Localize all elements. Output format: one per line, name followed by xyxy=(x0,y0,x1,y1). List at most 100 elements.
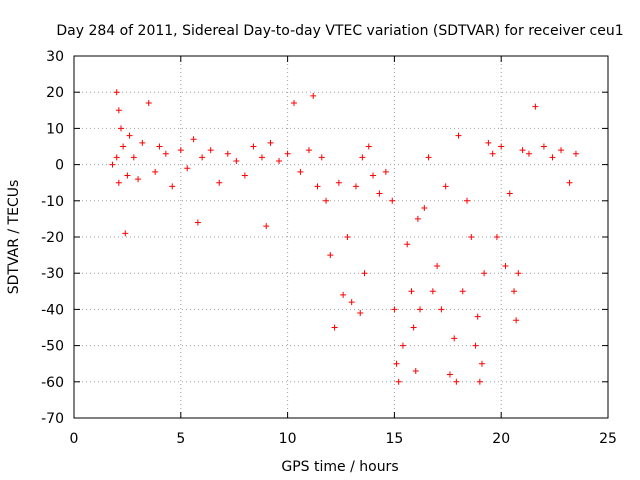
data-point xyxy=(263,223,270,230)
data-point xyxy=(455,132,462,139)
data-point xyxy=(216,179,223,186)
data-point xyxy=(572,150,579,157)
data-point xyxy=(297,168,304,175)
data-point xyxy=(109,161,116,168)
data-point xyxy=(318,154,325,161)
data-point xyxy=(391,306,398,313)
data-point xyxy=(156,143,163,150)
grid-layer xyxy=(74,56,608,418)
data-point xyxy=(314,183,321,190)
y-tick-label: -20 xyxy=(41,230,64,246)
data-point xyxy=(389,197,396,204)
y-tick-label: -40 xyxy=(41,302,64,318)
data-point xyxy=(429,288,436,295)
data-point xyxy=(474,313,481,320)
data-point xyxy=(135,176,142,183)
data-point xyxy=(113,154,120,161)
data-point xyxy=(489,150,496,157)
data-point xyxy=(284,150,291,157)
data-point xyxy=(357,310,364,317)
data-point xyxy=(464,197,471,204)
y-tick-label: 20 xyxy=(46,85,64,101)
x-tick-label: 0 xyxy=(70,431,79,447)
data-point xyxy=(393,360,400,367)
data-point xyxy=(395,378,402,385)
data-point xyxy=(139,139,146,146)
data-point xyxy=(323,197,330,204)
data-point xyxy=(124,172,131,179)
data-point xyxy=(348,299,355,306)
data-point xyxy=(115,179,122,186)
data-point xyxy=(310,92,317,99)
data-point xyxy=(382,168,389,175)
x-tick-label: 20 xyxy=(492,431,510,447)
data-point xyxy=(250,143,257,150)
data-point xyxy=(162,150,169,157)
data-point xyxy=(267,139,274,146)
y-tick-label: -50 xyxy=(41,339,64,355)
data-point xyxy=(519,147,526,154)
data-point xyxy=(126,132,133,139)
x-tick-label: 10 xyxy=(279,431,297,447)
data-point xyxy=(515,270,522,277)
data-point xyxy=(513,317,520,324)
data-point xyxy=(122,230,129,237)
data-point xyxy=(113,89,120,96)
data-point xyxy=(199,154,206,161)
data-point xyxy=(276,157,283,164)
data-point xyxy=(376,190,383,197)
data-point xyxy=(511,288,518,295)
data-point xyxy=(478,360,485,367)
data-point xyxy=(120,143,127,150)
data-point xyxy=(115,107,122,114)
chart-title: Day 284 of 2011, Sidereal Day-to-day VTE… xyxy=(56,23,623,39)
data-point xyxy=(446,371,453,378)
data-point xyxy=(476,378,483,385)
data-point xyxy=(331,324,338,331)
data-point xyxy=(404,241,411,248)
data-point xyxy=(399,342,406,349)
data-point xyxy=(468,234,475,240)
data-point xyxy=(421,205,428,212)
data-point xyxy=(502,262,509,269)
data-point xyxy=(498,143,505,150)
plot-frame xyxy=(73,55,609,419)
data-point xyxy=(549,154,556,161)
data-point xyxy=(291,100,298,107)
data-point xyxy=(344,234,351,240)
data-point xyxy=(130,154,137,161)
data-point xyxy=(327,252,334,259)
data-point xyxy=(540,143,547,150)
data-points xyxy=(109,89,579,385)
data-point xyxy=(117,125,124,132)
x-tick-label: 15 xyxy=(385,431,403,447)
data-point xyxy=(472,342,479,349)
y-tick-label: 30 xyxy=(46,49,64,65)
data-point xyxy=(434,262,441,269)
data-point xyxy=(417,306,424,313)
y-tick-label: 10 xyxy=(46,121,64,137)
data-point xyxy=(207,147,214,154)
data-point xyxy=(414,215,421,222)
data-point xyxy=(190,136,197,143)
x-tick-label: 5 xyxy=(176,431,185,447)
data-point xyxy=(442,183,449,190)
data-point xyxy=(305,147,312,154)
data-point xyxy=(525,150,532,157)
data-point xyxy=(532,103,539,110)
data-point xyxy=(258,154,265,161)
x-axis-label: GPS time / hours xyxy=(281,459,398,475)
data-point xyxy=(425,154,432,161)
data-point xyxy=(233,157,240,164)
data-point xyxy=(451,335,458,342)
data-point xyxy=(566,179,573,186)
data-point xyxy=(194,219,201,226)
data-point xyxy=(340,291,347,298)
data-point xyxy=(370,172,377,179)
data-point xyxy=(493,234,500,240)
data-point xyxy=(352,183,359,190)
data-point xyxy=(408,288,415,295)
data-point xyxy=(365,143,372,150)
data-point xyxy=(558,147,565,154)
